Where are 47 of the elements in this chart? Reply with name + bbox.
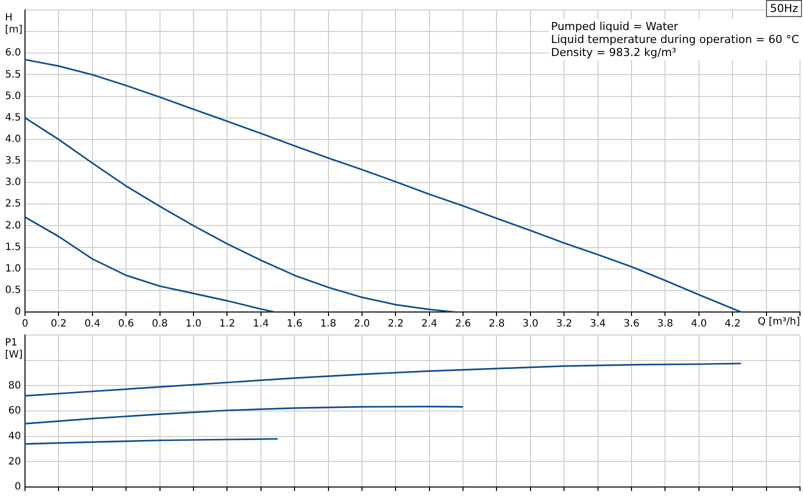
y-tick-label: 6.0 <box>5 48 21 59</box>
y-tick-label: 4.5 <box>5 112 21 124</box>
y-tick-label: 0 <box>14 482 21 493</box>
x-tick-label: 2.4 <box>421 318 438 330</box>
x-tick-label: 4.0 <box>690 318 707 330</box>
x-tick-label: 1.0 <box>186 318 202 330</box>
x-tick-label: 0.2 <box>50 318 67 330</box>
annotation: Liquid temperature during operation = 60 °C <box>551 33 799 46</box>
x-tick-label: 1.6 <box>286 318 303 330</box>
y-tick-label: 80 <box>8 380 21 392</box>
x-tick-label: 0 <box>22 318 28 330</box>
x-axis-title: Q [m³/h] <box>758 316 800 328</box>
y-tick-label: 40 <box>8 430 21 442</box>
x-tick-label: 2.2 <box>388 318 404 330</box>
y-tick-label: 5.0 <box>5 90 21 102</box>
x-tick-label: 1.2 <box>219 318 236 330</box>
x-tick-label: 0.4 <box>84 318 100 330</box>
y-axis-title: P1 [W] <box>5 338 23 361</box>
y-tick-label: 3.0 <box>5 177 21 188</box>
x-tick-label: 1.8 <box>320 318 336 330</box>
x-tick-label: 2.0 <box>354 318 370 330</box>
x-tick-label: 2.6 <box>455 318 471 330</box>
x-tick-label: 1.4 <box>252 318 269 330</box>
y-axis-title: H [m] <box>5 12 23 36</box>
annotation: 50Hz <box>766 0 802 17</box>
y-tick-label: 4.0 <box>5 134 21 146</box>
x-tick-label: 2.8 <box>488 318 505 330</box>
x-tick-label: 0.8 <box>152 318 168 330</box>
y-tick-label: 0 <box>14 306 21 318</box>
y-tick-label: 5.5 <box>5 69 21 80</box>
y-tick-label: 1.5 <box>5 242 21 253</box>
y-tick-label: 2.0 <box>5 220 21 232</box>
x-tick-label: 4.2 <box>724 318 741 330</box>
x-tick-label: 3.2 <box>556 318 572 330</box>
x-tick-label: 3.0 <box>522 318 538 330</box>
y-tick-label: 0.5 <box>5 285 21 296</box>
y-tick-label: 1.0 <box>5 263 21 274</box>
y-tick-label: 60 <box>8 406 21 417</box>
y-tick-label: 3.5 <box>5 156 21 167</box>
x-tick-label: 3.8 <box>657 318 674 330</box>
y-tick-label: 20 <box>8 456 21 468</box>
x-tick-label: 3.6 <box>624 318 640 330</box>
y-tick-label: 2.5 <box>5 198 21 210</box>
x-tick-label: 3.4 <box>590 318 606 330</box>
annotation: Pumped liquid = Water <box>551 20 680 33</box>
annotation: Density = 983.2 kg/m³ <box>551 46 678 59</box>
x-tick-label: 0.6 <box>118 318 134 330</box>
